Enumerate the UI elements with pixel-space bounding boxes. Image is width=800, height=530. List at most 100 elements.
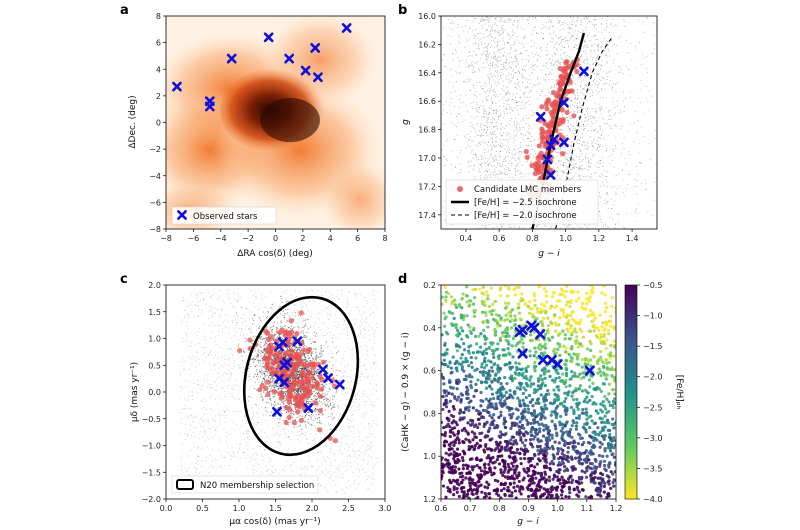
candidate-member — [545, 99, 550, 104]
x-tick-label: 0.4 — [460, 234, 473, 243]
background-star — [513, 108, 514, 109]
background-star — [191, 346, 192, 347]
background-star — [489, 232, 490, 233]
background-star — [554, 87, 555, 88]
background-star — [229, 348, 230, 349]
background-star — [452, 29, 453, 30]
background-star — [219, 325, 220, 326]
background-star — [649, 143, 650, 144]
background-star — [482, 89, 483, 90]
background-star — [374, 299, 375, 300]
background-star — [521, 127, 522, 128]
background-star — [500, 173, 501, 174]
background-star — [367, 445, 368, 446]
background-star — [532, 30, 533, 31]
background-star — [472, 30, 473, 31]
background-star — [588, 146, 589, 147]
background-star — [474, 72, 475, 73]
background-star — [493, 91, 494, 92]
background-star — [323, 392, 324, 393]
background-star — [488, 114, 489, 115]
background-star — [293, 427, 294, 428]
background-star — [359, 390, 360, 391]
background-star — [355, 394, 356, 395]
background-star — [591, 72, 592, 73]
background-star — [513, 75, 514, 76]
background-star — [570, 107, 571, 108]
background-star — [553, 38, 554, 39]
background-star — [353, 419, 354, 420]
background-star — [494, 18, 495, 19]
background-star — [606, 151, 607, 152]
background-star — [597, 73, 598, 74]
background-star — [575, 83, 576, 84]
background-star — [360, 321, 361, 322]
background-star — [581, 121, 582, 122]
background-star — [470, 38, 471, 39]
background-star — [481, 231, 482, 232]
y-tick-label: 16.6 — [418, 97, 436, 106]
background-star — [303, 318, 304, 319]
background-star — [253, 423, 254, 424]
background-star — [185, 439, 186, 440]
background-star — [499, 52, 500, 53]
background-star — [212, 437, 213, 438]
background-star — [330, 462, 331, 463]
background-star — [209, 364, 210, 365]
background-star — [481, 157, 482, 158]
background-star — [494, 47, 495, 48]
background-star — [560, 64, 561, 65]
background-star — [213, 467, 214, 468]
background-star — [232, 306, 233, 307]
background-star — [604, 170, 605, 171]
background-star — [509, 38, 510, 39]
background-star — [514, 73, 515, 74]
background-star — [638, 98, 639, 99]
background-star — [514, 154, 515, 155]
background-star — [587, 231, 588, 232]
background-star — [618, 38, 619, 39]
background-star — [474, 118, 475, 119]
background-star — [501, 226, 502, 227]
background-star — [526, 87, 527, 88]
background-star — [470, 90, 471, 91]
background-star — [616, 175, 617, 176]
background-star — [260, 446, 261, 447]
background-star — [487, 176, 488, 177]
background-star — [234, 292, 235, 293]
background-star — [197, 297, 198, 298]
background-star — [186, 335, 187, 336]
background-star — [372, 445, 373, 446]
background-star — [521, 105, 522, 106]
background-star — [503, 32, 504, 33]
background-star — [587, 35, 588, 36]
background-star — [242, 360, 243, 361]
background-star — [206, 419, 207, 420]
background-star — [491, 37, 492, 38]
background-star — [244, 348, 245, 349]
background-star — [570, 124, 571, 125]
background-star — [508, 167, 509, 168]
x-tick-label: 6 — [355, 234, 360, 243]
background-star — [364, 329, 365, 330]
background-star — [563, 162, 564, 163]
background-star — [484, 113, 485, 114]
background-star — [484, 149, 485, 150]
background-star — [234, 455, 235, 456]
background-star — [286, 299, 287, 300]
background-star — [370, 448, 371, 449]
background-star — [247, 449, 248, 450]
background-star — [322, 432, 323, 433]
background-star — [467, 111, 468, 112]
background-star — [234, 363, 235, 364]
background-star — [492, 133, 493, 134]
y-tick-label: −8 — [149, 225, 161, 234]
background-star — [327, 297, 328, 298]
background-star — [527, 82, 528, 83]
background-star — [370, 308, 371, 309]
background-star — [493, 58, 494, 59]
background-star — [590, 71, 591, 72]
background-star — [623, 111, 624, 112]
background-star — [372, 477, 373, 478]
background-star — [594, 79, 595, 80]
